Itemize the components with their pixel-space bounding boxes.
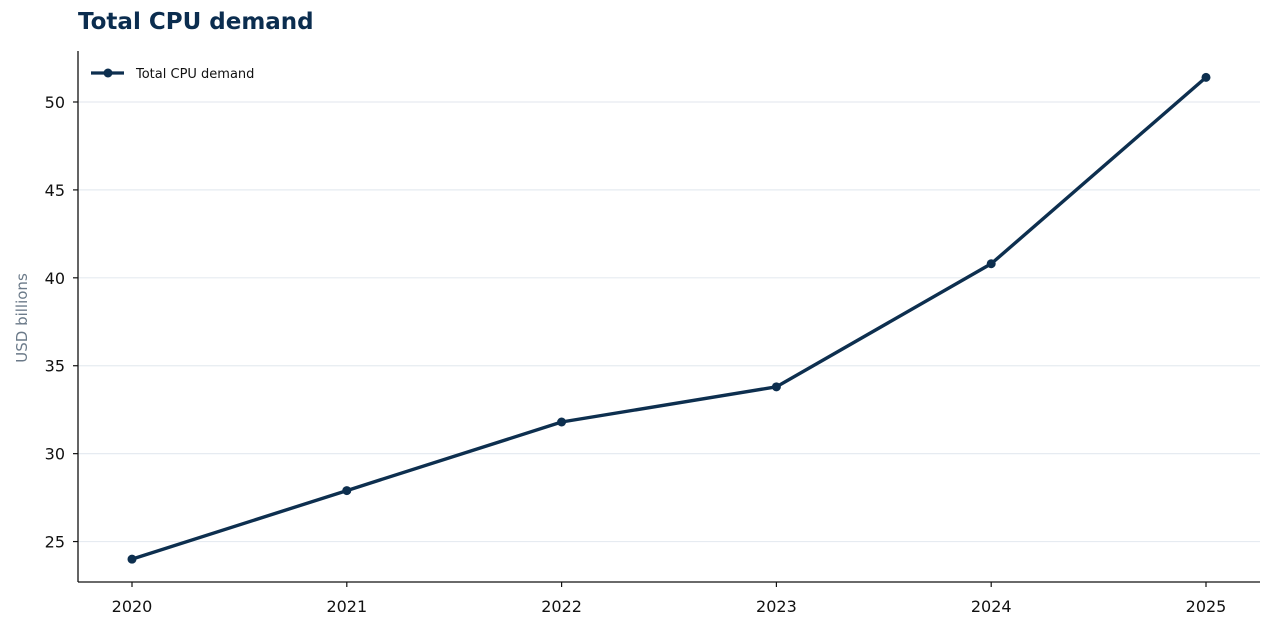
data-point bbox=[771, 382, 781, 392]
x-tick-label: 2025 bbox=[1186, 597, 1227, 616]
y-tick-label: 35 bbox=[45, 357, 65, 376]
axes bbox=[77, 51, 1260, 583]
data-point bbox=[342, 486, 352, 496]
grid-lines bbox=[78, 101, 1260, 543]
data-point bbox=[557, 417, 567, 427]
y-axis-ticks: 25 30 35 40 45 50 bbox=[45, 93, 78, 552]
legend-marker-swatch bbox=[103, 68, 113, 78]
legend: Total CPU demand bbox=[91, 67, 254, 82]
y-tick-label: 30 bbox=[45, 445, 65, 464]
y-tick-label: 50 bbox=[45, 93, 65, 112]
x-tick-label: 2020 bbox=[112, 597, 153, 616]
x-tick-label: 2024 bbox=[971, 597, 1012, 616]
y-axis-title: USD billions bbox=[13, 273, 31, 363]
data-point bbox=[127, 554, 137, 564]
series-line bbox=[130, 75, 1208, 561]
y-tick-label: 25 bbox=[45, 533, 65, 552]
x-tick-label: 2023 bbox=[756, 597, 797, 616]
data-point bbox=[1201, 72, 1211, 82]
x-axis-ticks: 2020 2021 2022 2023 2024 2025 bbox=[112, 582, 1227, 616]
chart-title: Total CPU demand bbox=[78, 9, 314, 35]
legend-label: Total CPU demand bbox=[135, 67, 254, 82]
x-tick-label: 2021 bbox=[326, 597, 367, 616]
y-tick-label: 45 bbox=[45, 181, 65, 200]
x-tick-label: 2022 bbox=[541, 597, 582, 616]
data-point bbox=[986, 259, 996, 269]
y-tick-label: 40 bbox=[45, 269, 65, 288]
series-layer bbox=[127, 72, 1211, 564]
